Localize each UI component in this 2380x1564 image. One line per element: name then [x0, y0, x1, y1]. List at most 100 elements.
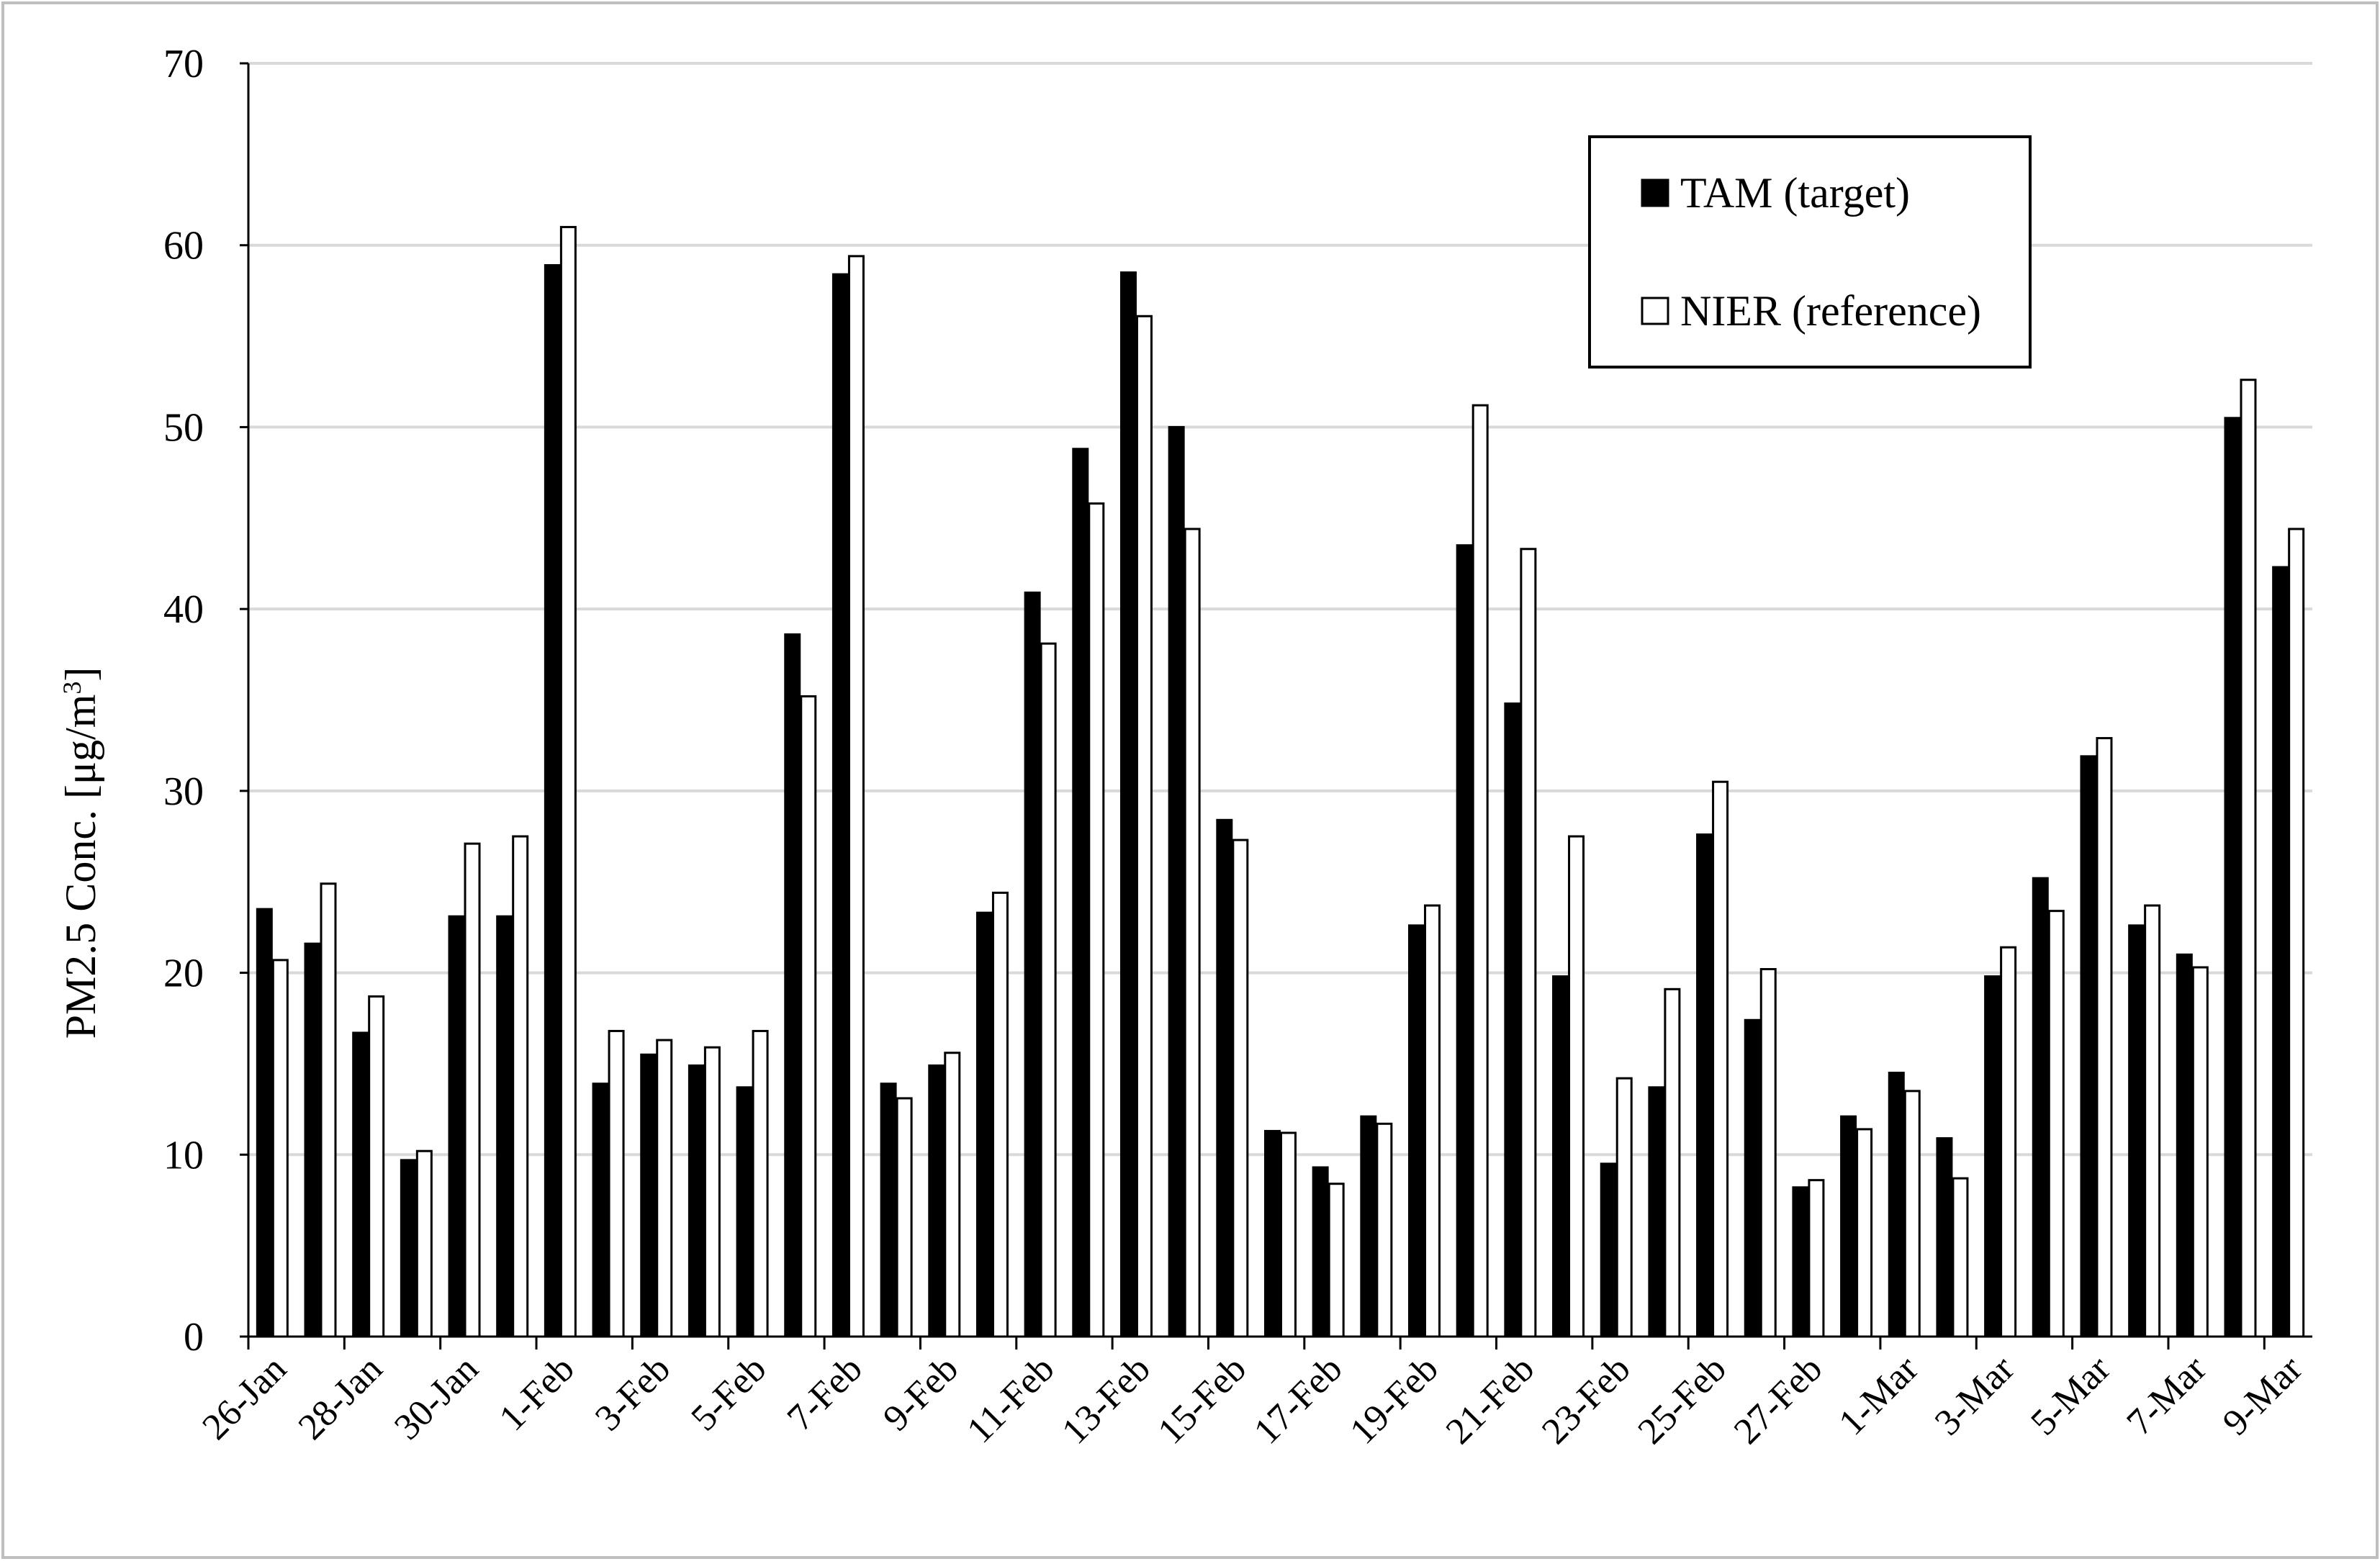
bar-tam [2032, 877, 2049, 1338]
bar-nier [1568, 835, 1585, 1338]
bar-nier [944, 1052, 961, 1338]
bar-tam [975, 911, 993, 1338]
bar-nier [1424, 904, 1441, 1338]
bar-nier [271, 959, 289, 1338]
bar-tam [304, 942, 321, 1338]
bar-nier [1808, 1179, 1825, 1338]
bar-nier [2144, 904, 2161, 1338]
bar-nier [1135, 315, 1153, 1338]
bar-tam [352, 1031, 369, 1338]
y-tick-label: 20 [163, 951, 204, 996]
bar-tam [1168, 425, 1185, 1338]
y-axis-title-superscript: 3 [58, 682, 86, 695]
bar-tam [1552, 975, 1569, 1338]
bar-nier [1952, 1177, 1969, 1338]
bar-nier [656, 1039, 673, 1338]
bar-tam [1264, 1129, 1281, 1338]
bar-tam [1360, 1115, 1377, 1338]
bar-tam [688, 1064, 705, 1338]
bar-nier [1280, 1131, 1297, 1338]
bar-tam [736, 1086, 753, 1338]
bar-tam [2224, 417, 2241, 1338]
legend-label-tam: TAM (target) [1680, 169, 1910, 217]
legend-swatch-nier [1641, 297, 1669, 325]
bar-nier [1615, 1077, 1633, 1338]
bar-nier [1520, 548, 1537, 1338]
bar-tam [784, 633, 801, 1338]
bar-tam [544, 264, 561, 1338]
bar-nier [1712, 780, 1729, 1338]
bar-tam [1312, 1166, 1329, 1338]
bar-nier [800, 695, 817, 1338]
y-tick-label: 0 [184, 1315, 204, 1360]
bar-nier [368, 995, 385, 1338]
bar-tam [1072, 448, 1089, 1338]
bar-nier [1903, 1090, 1921, 1338]
bar-nier [896, 1097, 913, 1338]
bar-nier [559, 225, 577, 1338]
bar-tam [1456, 544, 1473, 1338]
bar-nier [1471, 404, 1489, 1338]
bar-nier [1088, 502, 1105, 1338]
bar-nier [512, 835, 529, 1338]
bar-nier [991, 891, 1009, 1338]
bar-nier [1328, 1183, 1345, 1338]
bar-nier [1856, 1128, 1873, 1338]
bar-tam [1119, 271, 1137, 1338]
bar-tam [496, 915, 513, 1338]
bar-nier [1040, 642, 1057, 1338]
bar-tam [1936, 1137, 1953, 1338]
bar-tam [880, 1082, 897, 1338]
bar-tam [400, 1159, 417, 1338]
legend: TAM (target) NIER (reference) [1588, 135, 2032, 369]
y-axis-title-close: ] [57, 667, 104, 682]
y-tick-label: 40 [163, 587, 204, 632]
bar-nier [752, 1029, 769, 1338]
bar-nier [2000, 946, 2017, 1338]
bar-nier [703, 1046, 721, 1338]
bar-tam [1024, 591, 1041, 1338]
bar-tam [1408, 924, 1425, 1338]
legend-box [1588, 135, 2032, 369]
bar-tam [1984, 975, 2001, 1338]
bar-tam [1216, 818, 1233, 1338]
bar-tam [1888, 1072, 1905, 1338]
bar-tam [2272, 566, 2289, 1338]
bar-tam [256, 908, 273, 1338]
bar-tam [592, 1082, 609, 1338]
y-tick-labels: 0 10 20 30 40 50 60 70 [163, 42, 204, 1360]
y-tick-label: 70 [163, 42, 204, 86]
y-tick-label: 60 [163, 224, 204, 268]
bar-tam [1600, 1162, 1617, 1338]
bar-tam [448, 915, 465, 1338]
bar-tam [2080, 755, 2097, 1338]
y-tick-label: 10 [163, 1133, 204, 1177]
bar-nier [2240, 379, 2257, 1338]
y-axis-title: PM2.5 Conc. [μg/m3] [57, 667, 104, 1039]
bar-tam [2128, 924, 2145, 1338]
bar-tam [831, 273, 849, 1338]
y-axis-title-text: PM2.5 Conc. [μg/m [57, 695, 104, 1039]
bar-nier [464, 842, 481, 1338]
y-tick-label: 50 [163, 405, 204, 450]
bar-tam [1744, 1018, 1761, 1338]
bar-nier [2096, 737, 2113, 1338]
bar-tam [928, 1064, 945, 1338]
bar-nier [1664, 987, 1681, 1338]
bar-nier [2047, 910, 2065, 1338]
bar-tam [640, 1053, 657, 1338]
bar-tam [1648, 1086, 1665, 1338]
bar-tam [1696, 833, 1713, 1338]
bar-tam [1840, 1115, 1857, 1338]
bar-tam [1792, 1186, 1809, 1338]
bar-nier [1376, 1122, 1393, 1338]
bar-nier [415, 1149, 433, 1338]
bar-nier [1232, 838, 1249, 1338]
bar-nier [1184, 528, 1201, 1338]
bar-nier [608, 1029, 625, 1338]
bar-nier [2288, 528, 2305, 1338]
axes [240, 62, 2312, 1350]
bar-nier [2191, 966, 2209, 1338]
